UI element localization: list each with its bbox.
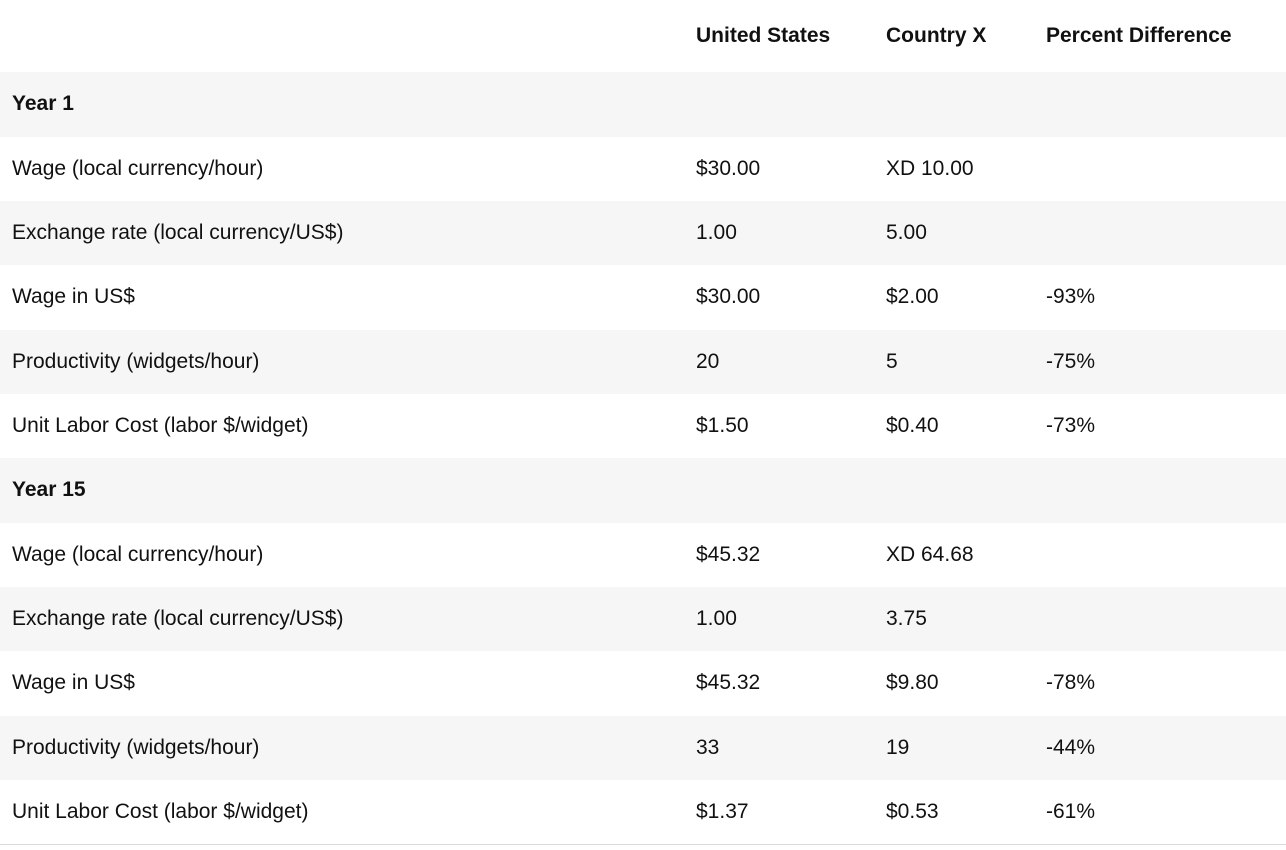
table-row: Unit Labor Cost (labor $/widget) $1.50 $… <box>0 394 1286 458</box>
cell-cx: XD 10.00 <box>874 137 1034 201</box>
table-row: Exchange rate (local currency/US$) 1.00 … <box>0 587 1286 651</box>
cell-cx: 5 <box>874 330 1034 394</box>
col-header-country-x: Country X <box>874 0 1034 72</box>
cell-us: 20 <box>684 330 874 394</box>
cell-cx: $0.53 <box>874 780 1034 845</box>
cell-cx: 5.00 <box>874 201 1034 265</box>
table-row: Exchange rate (local currency/US$) 1.00 … <box>0 201 1286 265</box>
cell-pd <box>1034 587 1286 651</box>
row-label: Exchange rate (local currency/US$) <box>0 587 684 651</box>
cell-cx: 19 <box>874 716 1034 780</box>
cell-us: $45.32 <box>684 651 874 715</box>
table-row: Productivity (widgets/hour) 20 5 -75% <box>0 330 1286 394</box>
row-label: Wage in US$ <box>0 265 684 329</box>
table-cell <box>1034 72 1286 136</box>
table-header-row: United States Country X Percent Differen… <box>0 0 1286 72</box>
table-row: Productivity (widgets/hour) 33 19 -44% <box>0 716 1286 780</box>
section-title: Year 1 <box>0 72 684 136</box>
cell-cx: $9.80 <box>874 651 1034 715</box>
cell-us: $1.37 <box>684 780 874 845</box>
cell-us: 1.00 <box>684 201 874 265</box>
table-row: Wage in US$ $30.00 $2.00 -93% <box>0 265 1286 329</box>
table-cell <box>684 458 874 522</box>
cell-pd: -93% <box>1034 265 1286 329</box>
row-label: Wage in US$ <box>0 651 684 715</box>
cell-us: $45.32 <box>684 523 874 587</box>
table-row: Unit Labor Cost (labor $/widget) $1.37 $… <box>0 780 1286 845</box>
cell-pd <box>1034 137 1286 201</box>
section-header-row: Year 15 <box>0 458 1286 522</box>
section-header-row: Year 1 <box>0 72 1286 136</box>
row-label: Wage (local currency/hour) <box>0 523 684 587</box>
row-label: Unit Labor Cost (labor $/widget) <box>0 394 684 458</box>
table-row: Wage in US$ $45.32 $9.80 -78% <box>0 651 1286 715</box>
cell-pd: -73% <box>1034 394 1286 458</box>
col-header-label <box>0 0 684 72</box>
table-cell <box>1034 458 1286 522</box>
col-header-united-states: United States <box>684 0 874 72</box>
cell-cx: $2.00 <box>874 265 1034 329</box>
cell-cx: XD 64.68 <box>874 523 1034 587</box>
cell-pd: -78% <box>1034 651 1286 715</box>
row-label: Wage (local currency/hour) <box>0 137 684 201</box>
table-cell <box>684 72 874 136</box>
cell-pd: -44% <box>1034 716 1286 780</box>
cell-pd <box>1034 201 1286 265</box>
table-row: Wage (local currency/hour) $45.32 XD 64.… <box>0 523 1286 587</box>
section-title: Year 15 <box>0 458 684 522</box>
cell-us: 33 <box>684 716 874 780</box>
row-label: Productivity (widgets/hour) <box>0 716 684 780</box>
cell-pd: -75% <box>1034 330 1286 394</box>
cell-pd: -61% <box>1034 780 1286 845</box>
table-cell <box>874 72 1034 136</box>
cell-pd <box>1034 523 1286 587</box>
row-label: Exchange rate (local currency/US$) <box>0 201 684 265</box>
cell-us: 1.00 <box>684 587 874 651</box>
table-row: Wage (local currency/hour) $30.00 XD 10.… <box>0 137 1286 201</box>
cell-us: $30.00 <box>684 265 874 329</box>
cell-us: $30.00 <box>684 137 874 201</box>
cell-cx: 3.75 <box>874 587 1034 651</box>
comparison-table: United States Country X Percent Differen… <box>0 0 1286 845</box>
row-label: Unit Labor Cost (labor $/widget) <box>0 780 684 845</box>
table-cell <box>874 458 1034 522</box>
cell-cx: $0.40 <box>874 394 1034 458</box>
row-label: Productivity (widgets/hour) <box>0 330 684 394</box>
cell-us: $1.50 <box>684 394 874 458</box>
col-header-percent-difference: Percent Difference <box>1034 0 1286 72</box>
